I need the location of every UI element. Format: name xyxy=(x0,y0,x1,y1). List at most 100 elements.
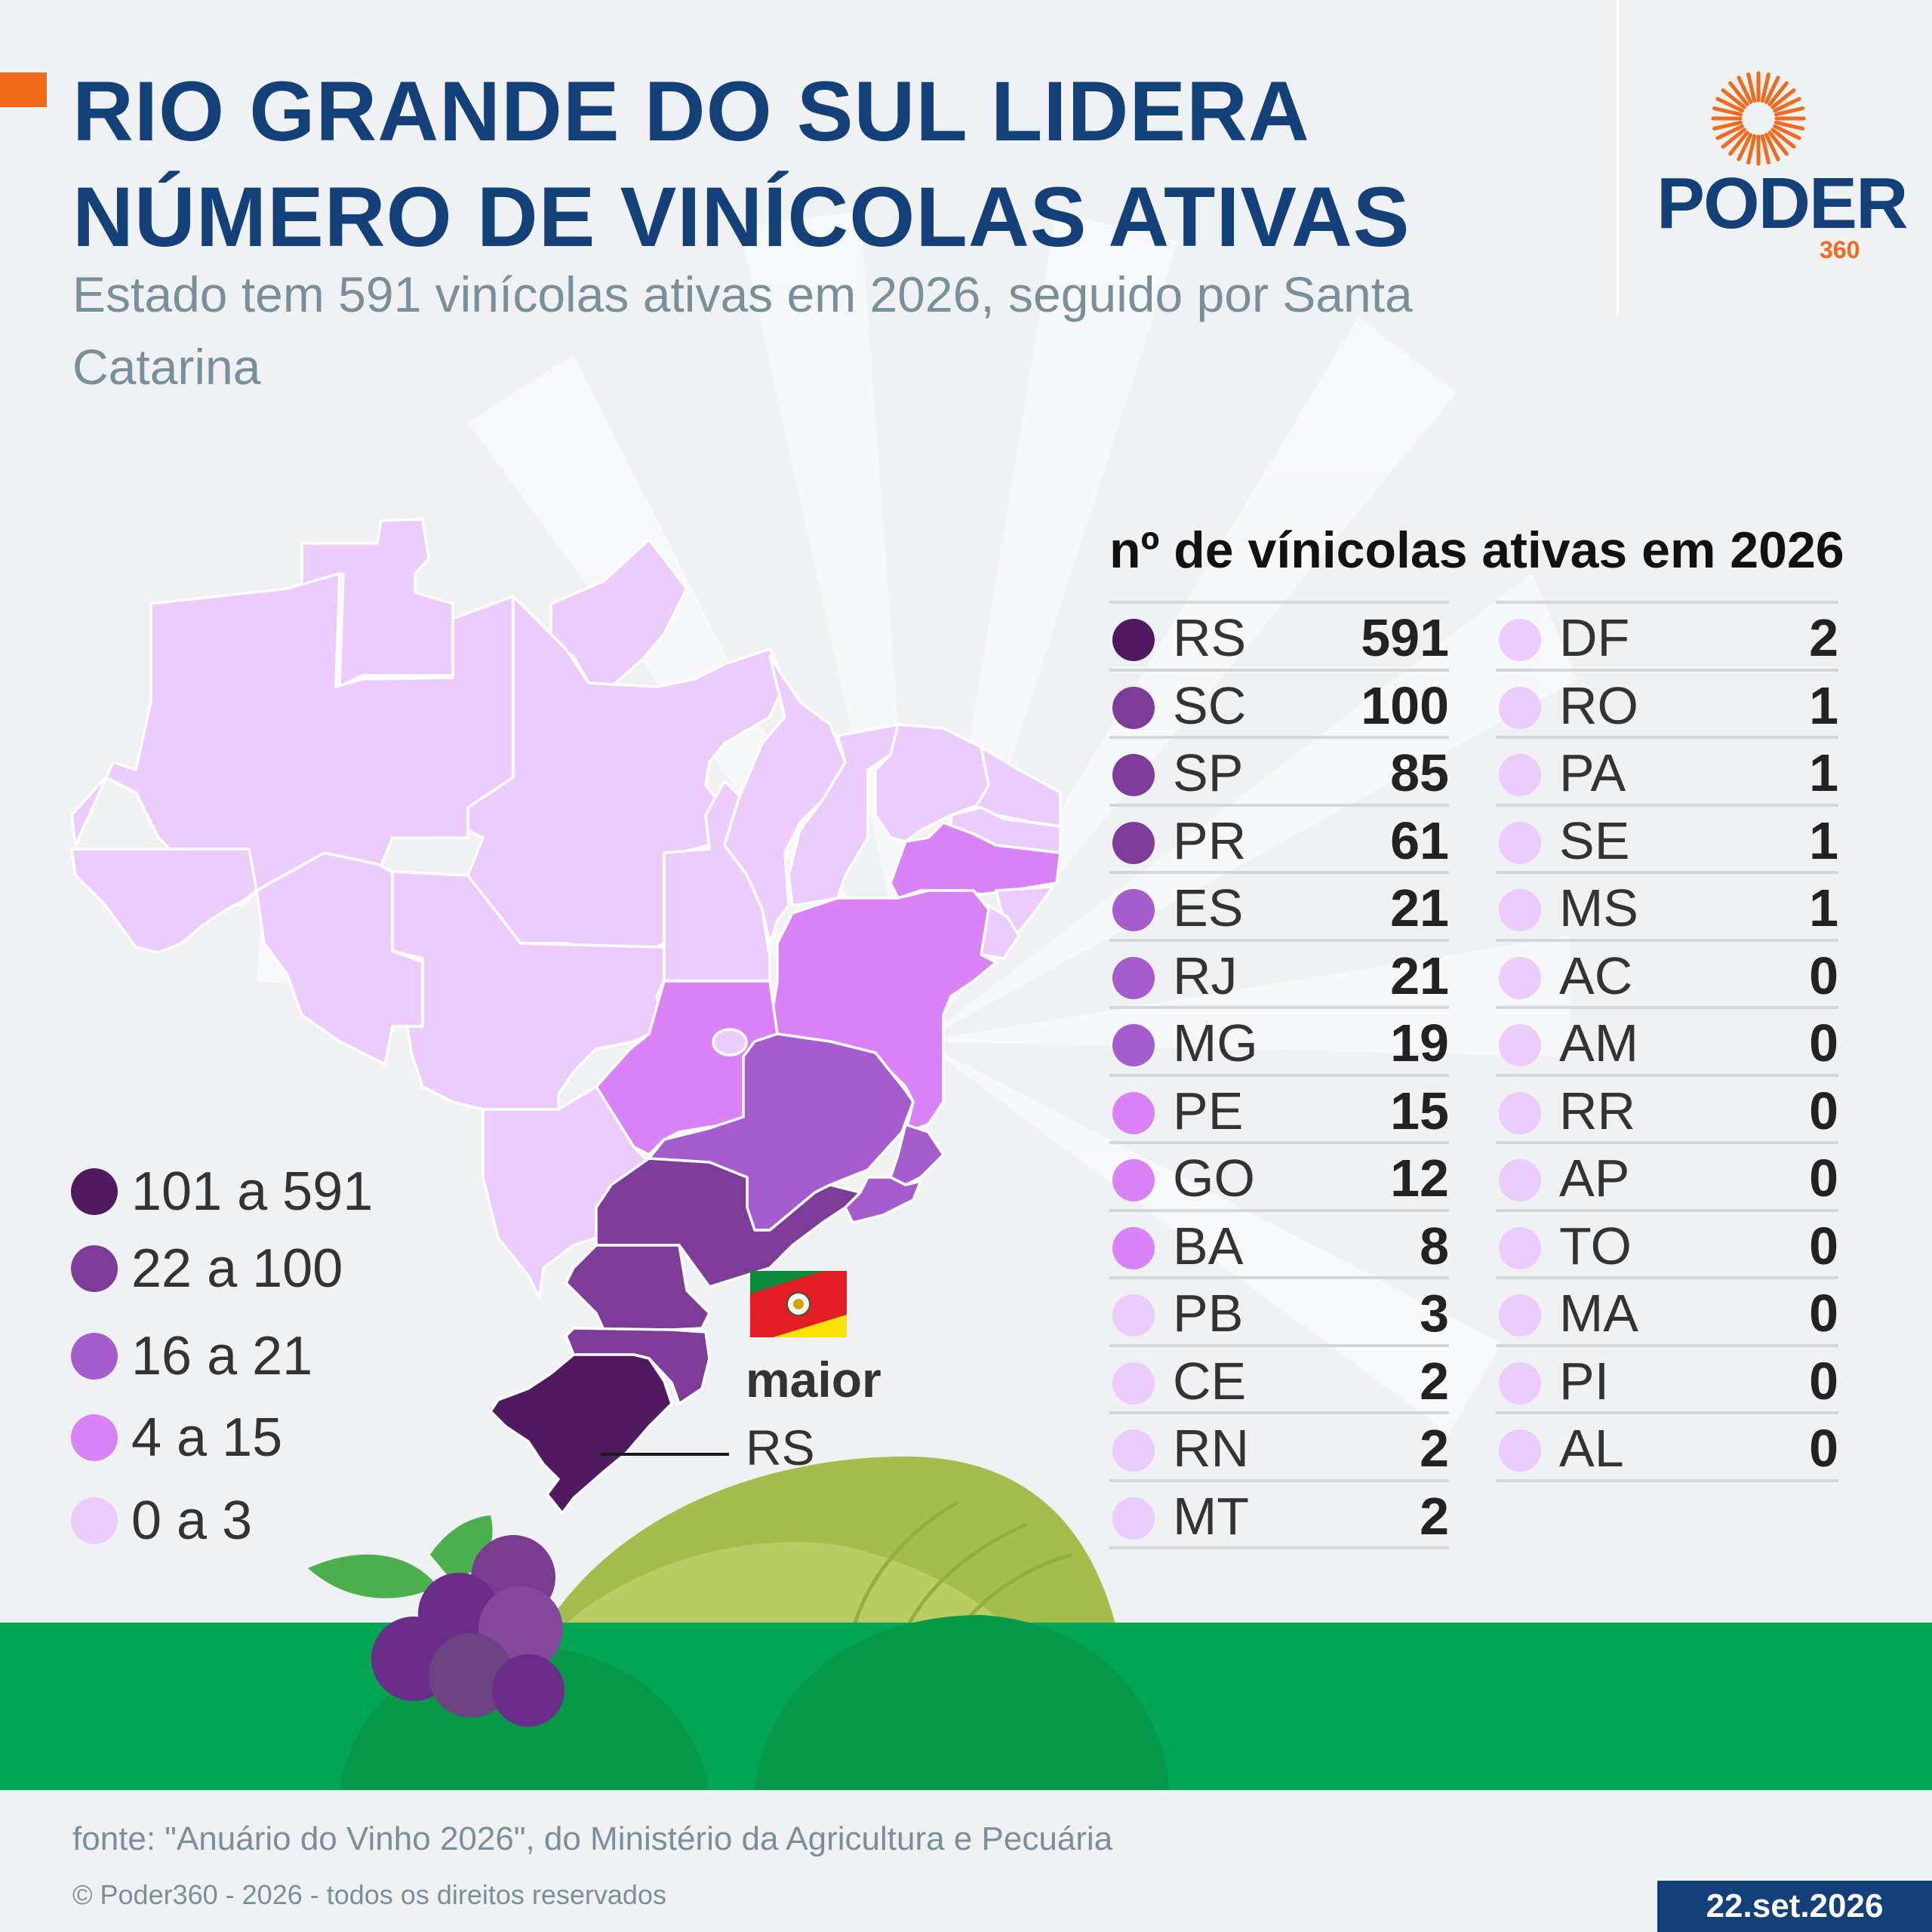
state-espirito-santo xyxy=(889,1123,945,1186)
table-row: SE 1 xyxy=(1496,803,1838,874)
table-bottom-rule xyxy=(1109,1546,1449,1549)
row-state: AC xyxy=(1559,946,1633,1005)
table-row: PA 1 xyxy=(1496,736,1838,806)
table-row: AP 0 xyxy=(1496,1141,1838,1211)
row-value: 1 xyxy=(1809,675,1838,735)
table-row: SC 100 xyxy=(1109,668,1449,739)
row-color-swatch xyxy=(1499,1159,1541,1201)
logo-number: 360 xyxy=(1820,236,1860,263)
row-value: 100 xyxy=(1361,675,1449,735)
row-state: MT xyxy=(1173,1486,1250,1546)
row-value: 0 xyxy=(1809,946,1838,1005)
legend-label: 4 a 15 xyxy=(131,1407,283,1468)
legend-swatch xyxy=(71,1414,118,1461)
page-title: RIO GRANDE DO SUL LIDERA NÚMERO DE VINÍC… xyxy=(72,59,1410,270)
table-row: MS 1 xyxy=(1496,871,1838,941)
table-row: RJ 21 xyxy=(1109,938,1449,1009)
table-row: SP 85 xyxy=(1109,736,1449,806)
row-color-swatch xyxy=(1499,956,1541,999)
state-santa-catarina xyxy=(565,1327,711,1405)
row-state: SP xyxy=(1173,743,1244,802)
row-color-swatch xyxy=(1499,1294,1541,1337)
row-state: CE xyxy=(1173,1351,1247,1411)
row-color-swatch xyxy=(1499,1226,1541,1269)
row-value: 1 xyxy=(1809,811,1838,870)
poder360-logo: PODER 360 xyxy=(1657,69,1908,266)
row-value: 2 xyxy=(1420,1351,1449,1411)
table-row: MA 0 xyxy=(1496,1276,1838,1346)
table-row: PR 61 xyxy=(1109,803,1449,874)
map-callout-title: maior xyxy=(746,1352,881,1407)
row-state: SE xyxy=(1559,811,1630,870)
legend-label: 101 a 591 xyxy=(131,1161,374,1222)
row-color-swatch xyxy=(1112,889,1155,931)
row-value: 2 xyxy=(1809,608,1838,667)
row-value: 0 xyxy=(1809,1216,1838,1275)
table-row: RO 1 xyxy=(1496,668,1838,739)
table-row: DF 2 xyxy=(1496,601,1838,671)
row-color-swatch xyxy=(1499,1024,1541,1066)
table-row: MT 2 xyxy=(1109,1478,1449,1549)
state-acre xyxy=(70,848,258,954)
row-state: RJ xyxy=(1173,946,1238,1005)
row-color-swatch xyxy=(1112,956,1155,999)
row-color-swatch xyxy=(1112,754,1155,796)
state-rio-grande-do-sul xyxy=(489,1353,673,1515)
table-row: AM 0 xyxy=(1496,1006,1838,1076)
row-color-swatch xyxy=(1499,1091,1541,1134)
table-row: CE 2 xyxy=(1109,1343,1449,1414)
legend-label: 16 a 21 xyxy=(131,1326,313,1386)
accent-bar xyxy=(0,72,47,107)
row-color-swatch xyxy=(1499,619,1541,661)
row-value: 8 xyxy=(1420,1216,1449,1275)
table-row: MG 19 xyxy=(1109,1006,1449,1076)
row-color-swatch xyxy=(1499,889,1541,931)
table-bottom-rule xyxy=(1496,1478,1838,1482)
copyright-note: © Poder360 - 2026 - todos os direitos re… xyxy=(72,1879,666,1910)
legend-swatch xyxy=(71,1168,118,1215)
source-note: fonte: "Anuário do Vinho 2026", do Minis… xyxy=(72,1820,1113,1857)
row-color-swatch xyxy=(1112,1024,1155,1066)
row-value: 1 xyxy=(1809,878,1838,937)
grass-mound-right xyxy=(755,1615,1170,1790)
row-color-swatch xyxy=(1112,1294,1155,1337)
row-value: 19 xyxy=(1390,1014,1449,1072)
subtitle: Estado tem 591 vinícolas ativas em 2026,… xyxy=(72,266,1413,395)
row-value: 85 xyxy=(1390,743,1449,802)
front-hill xyxy=(558,1542,1011,1630)
sunburst-logo-icon xyxy=(1711,71,1806,166)
table-row: RR 0 xyxy=(1496,1073,1838,1144)
row-value: 2 xyxy=(1420,1486,1449,1546)
row-state: ES xyxy=(1173,878,1244,937)
table-row: RS 591 xyxy=(1109,601,1449,671)
row-value: 0 xyxy=(1809,1149,1838,1208)
row-color-swatch xyxy=(1499,686,1541,729)
table-row: TO 0 xyxy=(1496,1208,1838,1279)
row-state: MG xyxy=(1173,1014,1258,1072)
row-state: PI xyxy=(1559,1351,1610,1411)
row-state: DF xyxy=(1559,608,1630,667)
legend-swatch xyxy=(71,1245,118,1292)
row-state: RN xyxy=(1173,1419,1250,1478)
row-value: 2 xyxy=(1420,1419,1449,1478)
map-callout-state: RS xyxy=(746,1420,815,1475)
row-state: BA xyxy=(1173,1216,1244,1275)
row-color-swatch xyxy=(1499,1429,1541,1472)
row-color-swatch xyxy=(1112,821,1155,864)
legend-label: 0 a 3 xyxy=(131,1491,253,1551)
table-row: PI 0 xyxy=(1496,1343,1838,1414)
row-value: 0 xyxy=(1809,1351,1838,1411)
legend-swatch xyxy=(71,1497,118,1544)
row-state: RS xyxy=(1173,608,1247,667)
row-value: 12 xyxy=(1390,1149,1449,1208)
header-divider xyxy=(1617,0,1619,315)
map-callout-leader-line xyxy=(601,1453,729,1456)
table-row: RN 2 xyxy=(1109,1411,1449,1481)
state-maranhao xyxy=(723,655,847,945)
row-state: AL xyxy=(1559,1419,1624,1478)
row-value: 591 xyxy=(1361,608,1449,667)
row-state: TO xyxy=(1559,1216,1632,1275)
row-value: 0 xyxy=(1809,1014,1838,1072)
row-color-swatch xyxy=(1499,821,1541,864)
row-color-swatch xyxy=(1499,754,1541,796)
